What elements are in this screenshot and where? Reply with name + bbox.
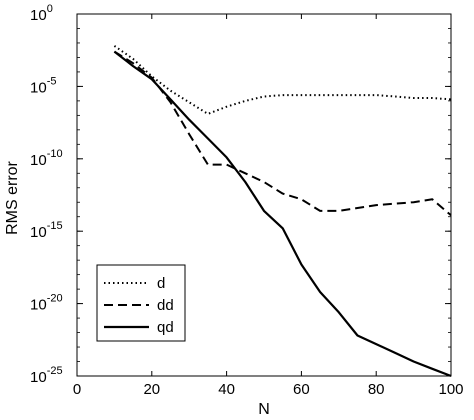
x-tick-label: 20 (143, 381, 160, 398)
y-tick-label: 100 (30, 3, 53, 24)
x-tick-label: 60 (293, 381, 310, 398)
y-axis-label: RMS error (4, 160, 21, 234)
y-tick-label: 10-15 (30, 220, 63, 241)
axes: 0 20 40 60 80 100 100 10-5 10-10 10-15 10-20 10-25 (30, 3, 464, 398)
series-line-d (113, 45, 452, 115)
y-tick-exponent: -20 (47, 293, 63, 305)
x-tick-label: 40 (218, 381, 235, 398)
x-axis-label: N (258, 401, 270, 418)
legend-box (96, 264, 186, 342)
legend-label-dd: dd (157, 297, 174, 314)
y-tick-exponent: -15 (47, 220, 63, 232)
plot-lines (113, 45, 452, 378)
series-line-dd (113, 50, 452, 217)
series-line-qd (113, 50, 452, 378)
y-tick-label: 10-5 (30, 75, 56, 96)
y-tick-exponent: -5 (47, 75, 57, 87)
legend-label-qd: qd (157, 319, 174, 336)
legend-label-d: d (157, 275, 165, 292)
x-tick-label: 80 (368, 381, 385, 398)
y-tick-exponent: -25 (47, 365, 63, 377)
x-tick-label: 100 (438, 381, 463, 398)
y-tick-label: 10-10 (30, 148, 63, 169)
y-tick-exponent: -10 (47, 148, 63, 160)
y-tick-label: 10-20 (30, 293, 63, 314)
y-tick-label: 10-25 (30, 365, 63, 386)
y-tick-exponent: 0 (47, 3, 53, 15)
x-tick-label: 0 (73, 381, 81, 398)
plot-frame (76, 13, 452, 377)
